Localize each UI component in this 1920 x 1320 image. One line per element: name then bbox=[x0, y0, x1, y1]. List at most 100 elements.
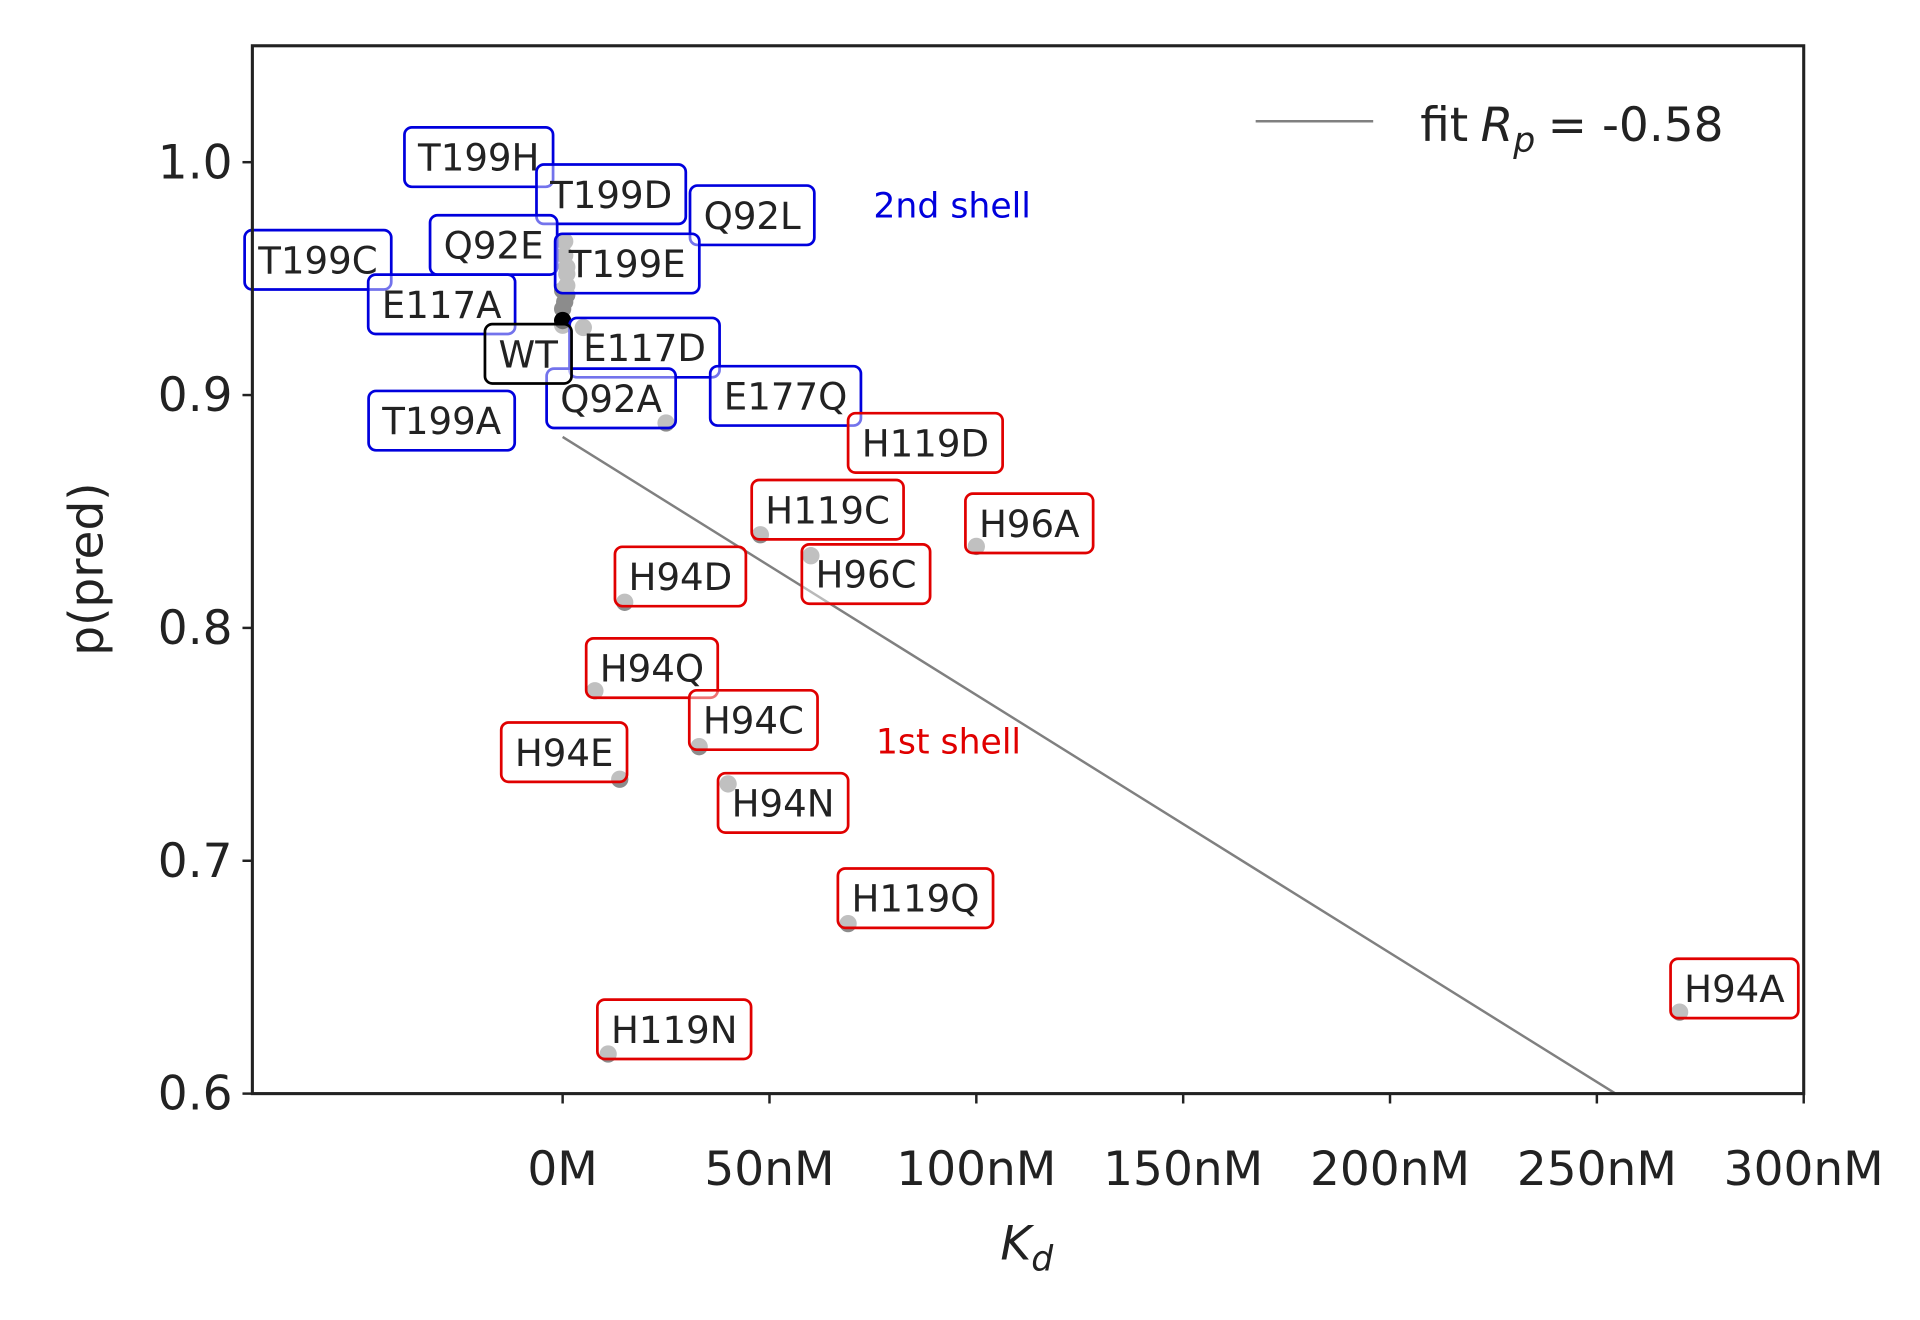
y-tick-label: 0.6 bbox=[158, 1067, 233, 1122]
point-label: T199H bbox=[403, 126, 555, 189]
point-label-text: H94A bbox=[1684, 968, 1785, 1011]
point-label-box bbox=[800, 542, 932, 606]
point-label: H119Q bbox=[836, 867, 995, 930]
point-label-box bbox=[545, 367, 678, 430]
point-label-text: H119N bbox=[611, 1009, 738, 1052]
point-label-text: H94Q bbox=[600, 648, 704, 691]
y-tick-label: 0.8 bbox=[158, 601, 233, 656]
point-label-box bbox=[366, 273, 517, 336]
data-point bbox=[611, 770, 629, 788]
data-point bbox=[586, 682, 604, 700]
point-label: Q92E bbox=[428, 213, 559, 276]
point-label-text: T199E bbox=[568, 243, 686, 286]
point-label: Q92A bbox=[545, 367, 678, 430]
point-label: E117D bbox=[568, 316, 721, 379]
point-label-text: E117A bbox=[382, 284, 502, 327]
x-tick-label: 100nM bbox=[896, 1142, 1056, 1197]
y-tick-label: 0.9 bbox=[158, 368, 233, 423]
x-tick-label: 50nM bbox=[704, 1142, 834, 1197]
point-label: H96C bbox=[800, 542, 932, 606]
point-label-box bbox=[1669, 957, 1800, 1020]
point-label-text: Q92L bbox=[704, 195, 801, 238]
point-label-box bbox=[535, 163, 688, 226]
point-label: H94E bbox=[499, 721, 629, 784]
point-label-text: H94C bbox=[703, 700, 804, 743]
point-label-box bbox=[964, 492, 1095, 555]
x-tick-label: 150nM bbox=[1103, 1142, 1263, 1197]
point-label-text: H94N bbox=[732, 782, 835, 825]
data-point bbox=[802, 547, 820, 565]
point-label-box bbox=[499, 721, 629, 784]
x-axis-label-main: K bbox=[1000, 1216, 1034, 1271]
x-tick-label: 250nM bbox=[1517, 1142, 1677, 1197]
data-point bbox=[556, 232, 574, 251]
point-label-box bbox=[243, 228, 393, 291]
point-label: H119C bbox=[750, 478, 905, 541]
point-label: H94N bbox=[716, 771, 850, 834]
point-label-box bbox=[613, 545, 748, 608]
point-label-text: T199H bbox=[417, 137, 539, 180]
point-label-text: T199D bbox=[549, 174, 672, 217]
point-label-box bbox=[483, 322, 573, 385]
x-tick-label: 200nM bbox=[1310, 1142, 1470, 1197]
point-label: H119N bbox=[596, 998, 753, 1061]
point-label: H94A bbox=[1669, 957, 1800, 1020]
legend-symbol: R bbox=[1481, 98, 1514, 153]
point-label-text: T199C bbox=[257, 239, 377, 282]
point-label-box bbox=[596, 998, 753, 1061]
point-label: T199A bbox=[367, 389, 517, 452]
x-axis-label-sub: d bbox=[1031, 1240, 1054, 1280]
point-label-text: Q92E bbox=[444, 225, 544, 268]
group-annotation: 2nd shell bbox=[873, 187, 1031, 227]
point-label-text: E177Q bbox=[724, 375, 848, 418]
point-label-text: H96A bbox=[979, 503, 1080, 546]
point-label-box bbox=[403, 126, 555, 189]
point-label: Q92L bbox=[688, 184, 816, 247]
point-label-box bbox=[716, 771, 850, 834]
point-label-text: E117D bbox=[583, 327, 706, 370]
point-label-box bbox=[553, 232, 701, 295]
y-tick-label: 1.0 bbox=[158, 135, 233, 190]
point-label-text: Q92A bbox=[560, 378, 662, 421]
point-label-box bbox=[846, 411, 1004, 474]
point-label: H96A bbox=[964, 492, 1095, 555]
x-tick-label: 300nM bbox=[1724, 1142, 1884, 1197]
legend-name: fit bbox=[1420, 98, 1468, 153]
data-point bbox=[558, 286, 576, 304]
y-axis-label: p(pred) bbox=[60, 482, 115, 655]
point-label: T199D bbox=[535, 163, 688, 226]
point-label-box bbox=[367, 389, 517, 452]
y-tick-label: 0.7 bbox=[158, 834, 233, 889]
point-label: T199C bbox=[243, 228, 393, 291]
point-label: WT bbox=[483, 322, 573, 385]
point-label-text: H94D bbox=[629, 556, 733, 599]
point-label-box bbox=[750, 478, 905, 541]
point-label-text: H119D bbox=[862, 422, 989, 465]
point-label-text: H119Q bbox=[851, 878, 979, 921]
point-label-text: T199A bbox=[381, 400, 501, 443]
point-label: H94D bbox=[613, 545, 748, 608]
point-label: E117A bbox=[366, 273, 517, 336]
point-label-box bbox=[568, 316, 721, 379]
point-label-box bbox=[584, 636, 720, 700]
point-label-box bbox=[708, 364, 863, 427]
data-point bbox=[719, 775, 737, 793]
point-label-text: H94E bbox=[515, 732, 614, 775]
point-label-box bbox=[687, 688, 819, 752]
point-label: T199E bbox=[553, 232, 701, 295]
data-point bbox=[967, 537, 985, 556]
point-label-text: WT bbox=[499, 333, 559, 376]
point-label: H119D bbox=[846, 411, 1004, 474]
legend-subscript: p bbox=[1512, 121, 1535, 161]
x-tick-label: 0M bbox=[527, 1142, 597, 1197]
point-label-text: H119C bbox=[765, 489, 890, 532]
point-label-box bbox=[836, 867, 995, 930]
group-annotation: 1st shell bbox=[876, 722, 1021, 762]
data-point bbox=[574, 318, 592, 337]
data-point bbox=[558, 265, 576, 283]
point-label: H94Q bbox=[584, 636, 720, 700]
x-axis-label: Kd bbox=[1000, 1216, 1054, 1279]
legend-stat: = -0.58 bbox=[1548, 98, 1724, 153]
